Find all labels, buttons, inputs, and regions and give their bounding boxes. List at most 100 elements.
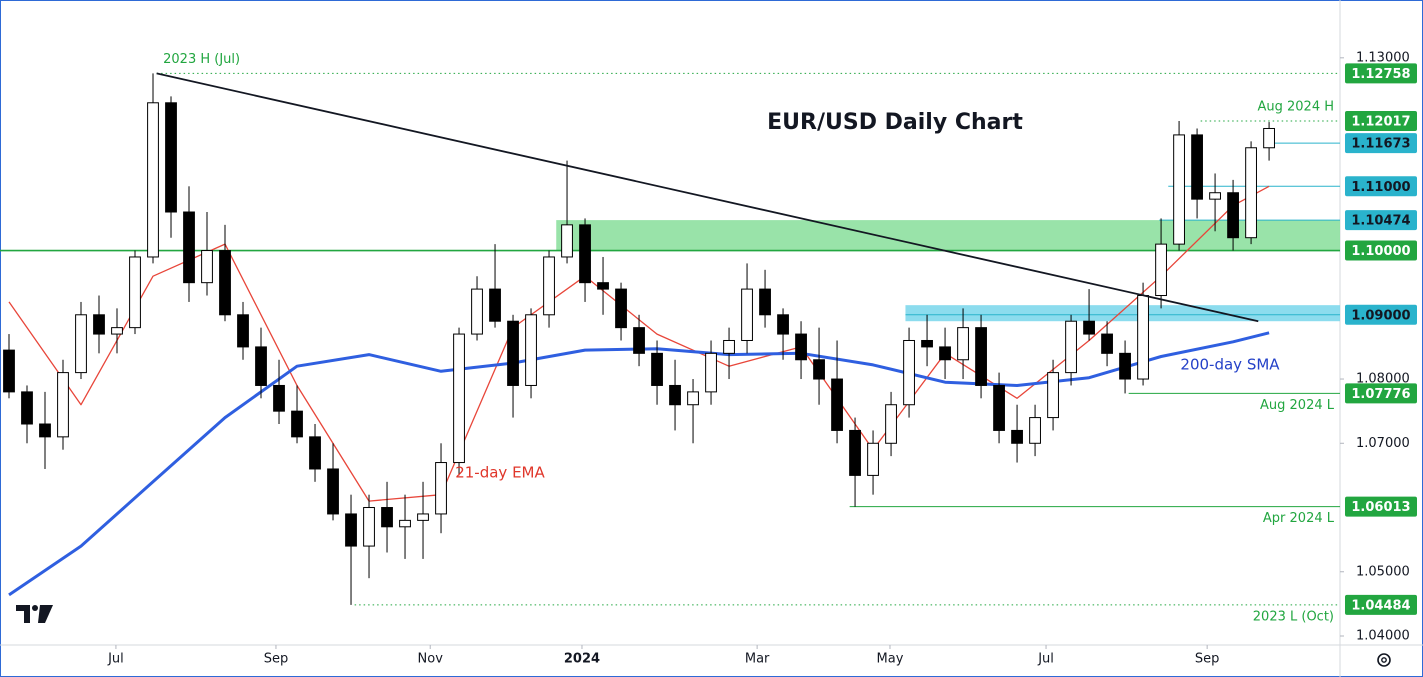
candle-body: [777, 314, 789, 335]
candle-body: [435, 462, 447, 515]
zone: [905, 305, 1340, 322]
candle-body: [507, 320, 519, 386]
level-note: Aug 2024 H: [1257, 99, 1334, 114]
x-tick-label: Jul: [107, 652, 124, 667]
candle-body: [291, 410, 303, 438]
x-tick-label: Nov: [418, 652, 444, 667]
candle-body: [867, 442, 879, 476]
candle-body: [849, 429, 861, 476]
candle-body: [615, 288, 627, 329]
candle-body: [39, 423, 51, 438]
level-note: 2023 H (Jul): [163, 52, 240, 67]
candle-body: [1101, 333, 1113, 354]
candle-body: [75, 314, 87, 374]
candle-body: [597, 282, 609, 290]
candle-body: [1083, 320, 1095, 335]
candle-body: [1227, 192, 1239, 239]
candle-body: [201, 250, 213, 284]
candle-body: [417, 513, 429, 521]
candle-body: [669, 384, 681, 406]
x-tick-label: Mar: [745, 652, 770, 667]
price-badge-label: 1.04484: [1351, 598, 1410, 613]
sma-label: 200-day SMA: [1180, 356, 1280, 374]
candle-body: [219, 250, 231, 316]
tradingview-logo: [16, 605, 53, 623]
gear-icon-center[interactable]: [1381, 657, 1387, 663]
candle-body: [57, 372, 69, 438]
candle-body: [1155, 243, 1167, 297]
candle-body: [1137, 295, 1149, 380]
candle-body: [723, 339, 735, 354]
price-badge: [1345, 594, 1417, 615]
candle-body: [255, 346, 267, 386]
candle-body: [1209, 192, 1221, 200]
price-badge-label: 1.10474: [1351, 214, 1410, 229]
candle-body: [3, 349, 15, 393]
candle-body: [471, 288, 483, 335]
candle-body: [165, 102, 177, 213]
y-tick-label: 1.08000: [1356, 372, 1410, 387]
candle-body: [309, 436, 321, 470]
x-tick-label: May: [877, 652, 904, 667]
candle-body: [795, 333, 807, 361]
ema-label: 21-day EMA: [455, 464, 545, 482]
y-tick-label: 1.05000: [1356, 564, 1410, 579]
candle-body: [759, 288, 771, 316]
candle-body: [147, 102, 159, 258]
candle-body: [561, 224, 573, 258]
level-note: 2023 L (Oct): [1253, 609, 1334, 624]
candle-body: [651, 352, 663, 386]
price-badge-label: 1.10000: [1351, 244, 1410, 259]
candle-body: [957, 327, 969, 361]
candle-body: [741, 288, 753, 341]
x-tick-label: Sep: [264, 652, 289, 667]
level-note: Apr 2024 L: [1263, 511, 1335, 526]
y-tick-label: 1.13000: [1356, 50, 1410, 65]
price-badge: [1345, 496, 1417, 517]
candle-body: [1263, 127, 1275, 149]
candle-body: [363, 507, 375, 547]
candle-body: [399, 519, 411, 528]
price-badge-label: 1.12758: [1351, 67, 1410, 82]
price-badge-label: 1.06013: [1351, 500, 1410, 515]
price-badge: [1345, 63, 1417, 84]
candle-body: [705, 352, 717, 393]
candle-body: [345, 513, 357, 547]
candle-body: [633, 327, 645, 354]
candle-body: [453, 333, 465, 464]
settings-button[interactable]: [1377, 653, 1391, 667]
price-badge-label: 1.11000: [1351, 180, 1410, 195]
y-tick-label: 1.07000: [1356, 436, 1410, 451]
candle-body: [543, 256, 555, 316]
candle-body: [1047, 372, 1059, 419]
candle-body: [129, 256, 141, 329]
candle-body: [831, 378, 843, 431]
price-badge-label: 1.11673: [1351, 137, 1410, 152]
price-badge-label: 1.07776: [1351, 387, 1410, 402]
candle-body: [1191, 134, 1203, 200]
price-badge-label: 1.12017: [1351, 114, 1410, 129]
candle-body: [183, 211, 195, 284]
price-badge-label: 1.09000: [1351, 308, 1410, 323]
candle-body: [1011, 429, 1023, 444]
candle-body: [21, 391, 33, 425]
candle-body: [1245, 147, 1257, 239]
price-badge: [1345, 176, 1417, 197]
candle-body: [525, 314, 537, 386]
candle-body: [111, 327, 123, 335]
gear-icon[interactable]: [1377, 653, 1391, 667]
zones: [556, 220, 1340, 322]
chart-title: EUR/USD Daily Chart: [767, 110, 1023, 135]
logo-part: [32, 605, 38, 611]
x-tick-label: 2024: [564, 652, 600, 667]
candle-body: [903, 339, 915, 406]
y-tick-label: 1.04000: [1356, 629, 1410, 644]
candle-body: [273, 384, 285, 412]
logo-part: [38, 605, 53, 623]
candle-body: [1173, 134, 1185, 245]
logo-part: [16, 605, 30, 623]
candle-body: [489, 288, 501, 322]
x-tick-label: Sep: [1195, 652, 1220, 667]
candle-body: [1119, 352, 1131, 380]
